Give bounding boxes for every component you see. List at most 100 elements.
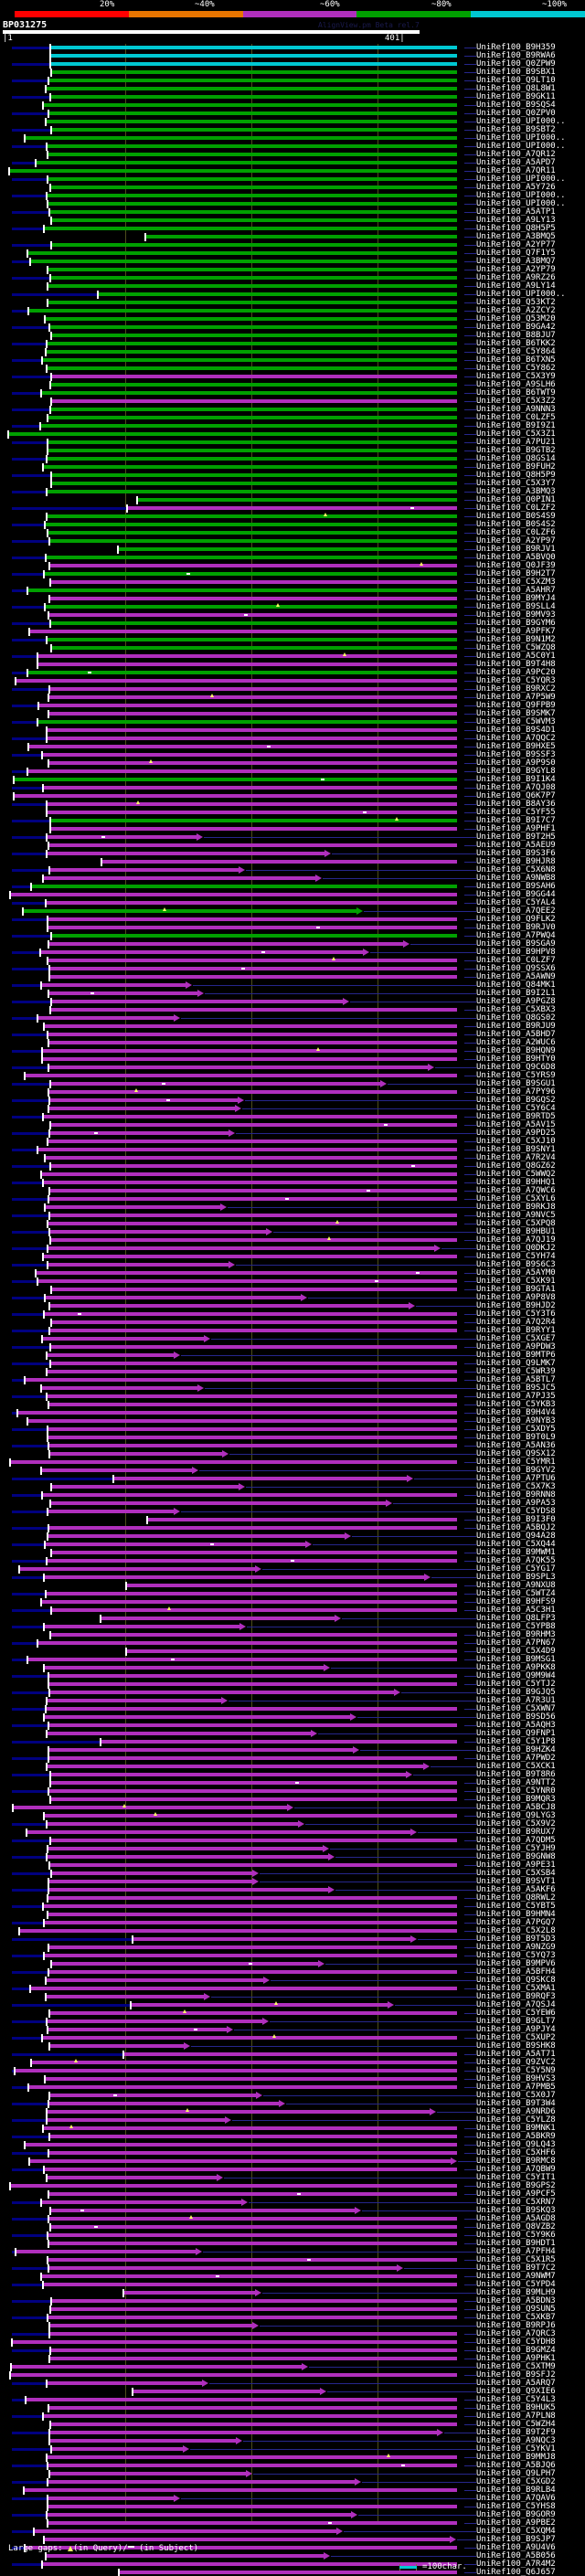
subject-label[interactable]: UniRef100_A5APD7 <box>476 158 556 167</box>
subject-label[interactable]: UniRef100_A7P5W9 <box>476 693 556 702</box>
alignment-bar[interactable] <box>49 1888 328 1892</box>
alignment-row[interactable]: UniRef100_C5X3Z2 <box>0 398 585 406</box>
subject-label[interactable]: UniRef100_C5YBT5 <box>476 1902 556 1911</box>
subject-label[interactable]: UniRef100_B9GPS2 <box>476 2181 556 2190</box>
alignment-bar[interactable] <box>52 646 457 650</box>
subject-label[interactable]: UniRef100_B9HMN4 <box>476 1910 556 1919</box>
alignment-row[interactable]: UniRef100_A5BKR9 <box>0 2133 585 2141</box>
subject-label[interactable]: UniRef100_B9RJV1 <box>476 545 556 554</box>
alignment-row[interactable]: UniRef100_C5X3Y7 <box>0 480 585 488</box>
subject-label[interactable]: UniRef100_B9N1M2 <box>476 635 556 644</box>
alignment-row[interactable]: UniRef100_B9SHK8 <box>0 2042 585 2051</box>
subject-label[interactable]: UniRef100_A2YP77 <box>476 240 556 249</box>
alignment-row[interactable]: UniRef100_A7PWD2 <box>0 1754 585 1763</box>
alignment-row[interactable]: UniRef100_Q9LMK7 <box>0 1360 585 1368</box>
subject-label[interactable]: UniRef100_A9PFK7 <box>476 627 556 636</box>
alignment-bar[interactable] <box>9 432 457 436</box>
subject-label[interactable]: UniRef100_Q8LFP3 <box>476 1614 556 1623</box>
alignment-bar[interactable] <box>48 2480 355 2484</box>
alignment-bar[interactable] <box>29 745 457 748</box>
alignment-row[interactable]: UniRef100_B9MLH9 <box>0 2289 585 2297</box>
subject-label[interactable]: UniRef100_A9SLH6 <box>476 380 556 389</box>
subject-label[interactable]: UniRef100_B9RNN8 <box>476 1490 556 1500</box>
subject-label[interactable]: UniRef100_B9RJV0 <box>476 923 556 932</box>
alignment-row[interactable]: UniRef100_B9H359 <box>0 44 585 52</box>
alignment-bar[interactable] <box>50 1214 457 1217</box>
alignment-bar[interactable] <box>38 1016 174 1020</box>
subject-label[interactable]: UniRef100_C5X9V2 <box>476 1819 556 1829</box>
subject-label[interactable]: UniRef100_B9T7C2 <box>476 2263 556 2273</box>
alignment-bar[interactable] <box>29 309 457 313</box>
subject-label[interactable]: UniRef100_C5YJH9 <box>476 1844 556 1853</box>
subject-label[interactable]: UniRef100_C0LZF6 <box>476 528 556 537</box>
alignment-row[interactable]: UniRef100_A5BFH4 <box>0 1968 585 1977</box>
alignment-bar[interactable] <box>124 2291 255 2295</box>
alignment-row[interactable]: UniRef100_C5WR39 <box>0 1368 585 1376</box>
alignment-row[interactable]: UniRef100_B9SPL3 <box>0 1574 585 1582</box>
alignment-bar[interactable] <box>51 1797 457 1801</box>
alignment-row[interactable]: UniRef100_A2ZCY2 <box>0 307 585 315</box>
alignment-row[interactable]: UniRef100_B6TXN5 <box>0 356 585 365</box>
subject-label[interactable]: UniRef100_A7QWC6 <box>476 1186 556 1195</box>
alignment-row[interactable]: UniRef100_A7PU21 <box>0 439 585 447</box>
alignment-row[interactable]: UniRef100_A7QSJ4 <box>0 2001 585 2009</box>
alignment-row[interactable]: UniRef100_B9HZK4 <box>0 1746 585 1754</box>
alignment-bar[interactable] <box>49 695 457 699</box>
alignment-bar[interactable] <box>50 1230 266 1234</box>
subject-label[interactable]: UniRef100_A9NNN3 <box>476 405 556 414</box>
alignment-row[interactable]: UniRef100_Q8GZ62 <box>0 1162 585 1171</box>
subject-label[interactable]: UniRef100_A9NTT2 <box>476 1778 556 1787</box>
alignment-bar[interactable] <box>43 753 457 757</box>
alignment-bar[interactable] <box>32 2061 457 2064</box>
alignment-bar[interactable] <box>48 342 457 345</box>
alignment-row[interactable]: UniRef100_B9HMN4 <box>0 1911 585 1919</box>
alignment-row[interactable]: UniRef100_C5XJ10 <box>0 1138 585 1146</box>
alignment-bar[interactable] <box>26 1074 457 1077</box>
alignment-row[interactable]: UniRef100_Q9SUN5 <box>0 2306 585 2314</box>
alignment-bar[interactable] <box>15 794 457 798</box>
subject-label[interactable]: UniRef100_C5XJ10 <box>476 1137 556 1146</box>
alignment-bar[interactable] <box>49 761 457 765</box>
alignment-bar[interactable] <box>27 1830 410 1834</box>
alignment-bar[interactable] <box>48 366 457 370</box>
alignment-bar[interactable] <box>102 860 457 864</box>
subject-label[interactable]: UniRef100_A5AWN9 <box>476 972 556 981</box>
alignment-bar[interactable] <box>49 1748 353 1752</box>
alignment-row[interactable]: UniRef100_C5XZM3 <box>0 578 585 587</box>
alignment-bar[interactable] <box>48 917 457 921</box>
alignment-bar[interactable] <box>49 1090 457 1094</box>
subject-label[interactable]: UniRef100_B9RYY1 <box>476 1326 556 1335</box>
alignment-bar[interactable] <box>41 950 363 954</box>
alignment-row[interactable]: UniRef100_B9GYV2 <box>0 1467 585 1475</box>
subject-label[interactable]: UniRef100_UPI000.. <box>476 199 566 208</box>
subject-label[interactable]: UniRef100_B8AY36 <box>476 800 556 809</box>
alignment-row[interactable]: UniRef100_A7QWC6 <box>0 1187 585 1195</box>
subject-label[interactable]: UniRef100_A5C3H1 <box>476 1606 556 1615</box>
alignment-bar[interactable] <box>49 1107 235 1110</box>
subject-label[interactable]: UniRef100_A2YP79 <box>476 265 556 274</box>
alignment-bar[interactable] <box>49 1197 457 1201</box>
alignment-row[interactable]: UniRef100_A5AV15 <box>0 1121 585 1129</box>
alignment-bar[interactable] <box>48 2028 227 2031</box>
subject-label[interactable]: UniRef100_A9PGZ8 <box>476 997 556 1006</box>
subject-label[interactable]: UniRef100_A2ZCY2 <box>476 306 556 315</box>
alignment-bar[interactable] <box>49 2406 457 2410</box>
alignment-bar[interactable] <box>49 2192 457 2196</box>
subject-label[interactable]: UniRef100_Q6J657 <box>476 2568 556 2576</box>
alignment-bar[interactable] <box>47 556 457 559</box>
alignment-bar[interactable] <box>11 2373 457 2377</box>
alignment-row[interactable]: UniRef100_B9RTD5 <box>0 1113 585 1121</box>
subject-label[interactable]: UniRef100_C5YH74 <box>476 1252 556 1261</box>
subject-label[interactable]: UniRef100_B9RMC8 <box>476 2157 556 2166</box>
subject-label[interactable]: UniRef100_B9HQN9 <box>476 1046 556 1055</box>
alignment-bar[interactable] <box>49 1674 457 1678</box>
alignment-row[interactable]: UniRef100_UPI000.. <box>0 291 585 299</box>
subject-label[interactable]: UniRef100_C5YMR1 <box>476 1458 556 1467</box>
subject-label[interactable]: UniRef100_A7PN67 <box>476 1638 556 1648</box>
alignment-row[interactable]: UniRef100_B9HJR8 <box>0 858 585 866</box>
subject-label[interactable]: UniRef100_A9PA53 <box>476 1499 556 1508</box>
alignment-row[interactable]: UniRef100_B9RJV1 <box>0 546 585 554</box>
alignment-row[interactable]: UniRef100_Q9SKC8 <box>0 1977 585 1985</box>
alignment-bar[interactable] <box>48 1896 457 1900</box>
alignment-bar[interactable] <box>50 1189 457 1193</box>
